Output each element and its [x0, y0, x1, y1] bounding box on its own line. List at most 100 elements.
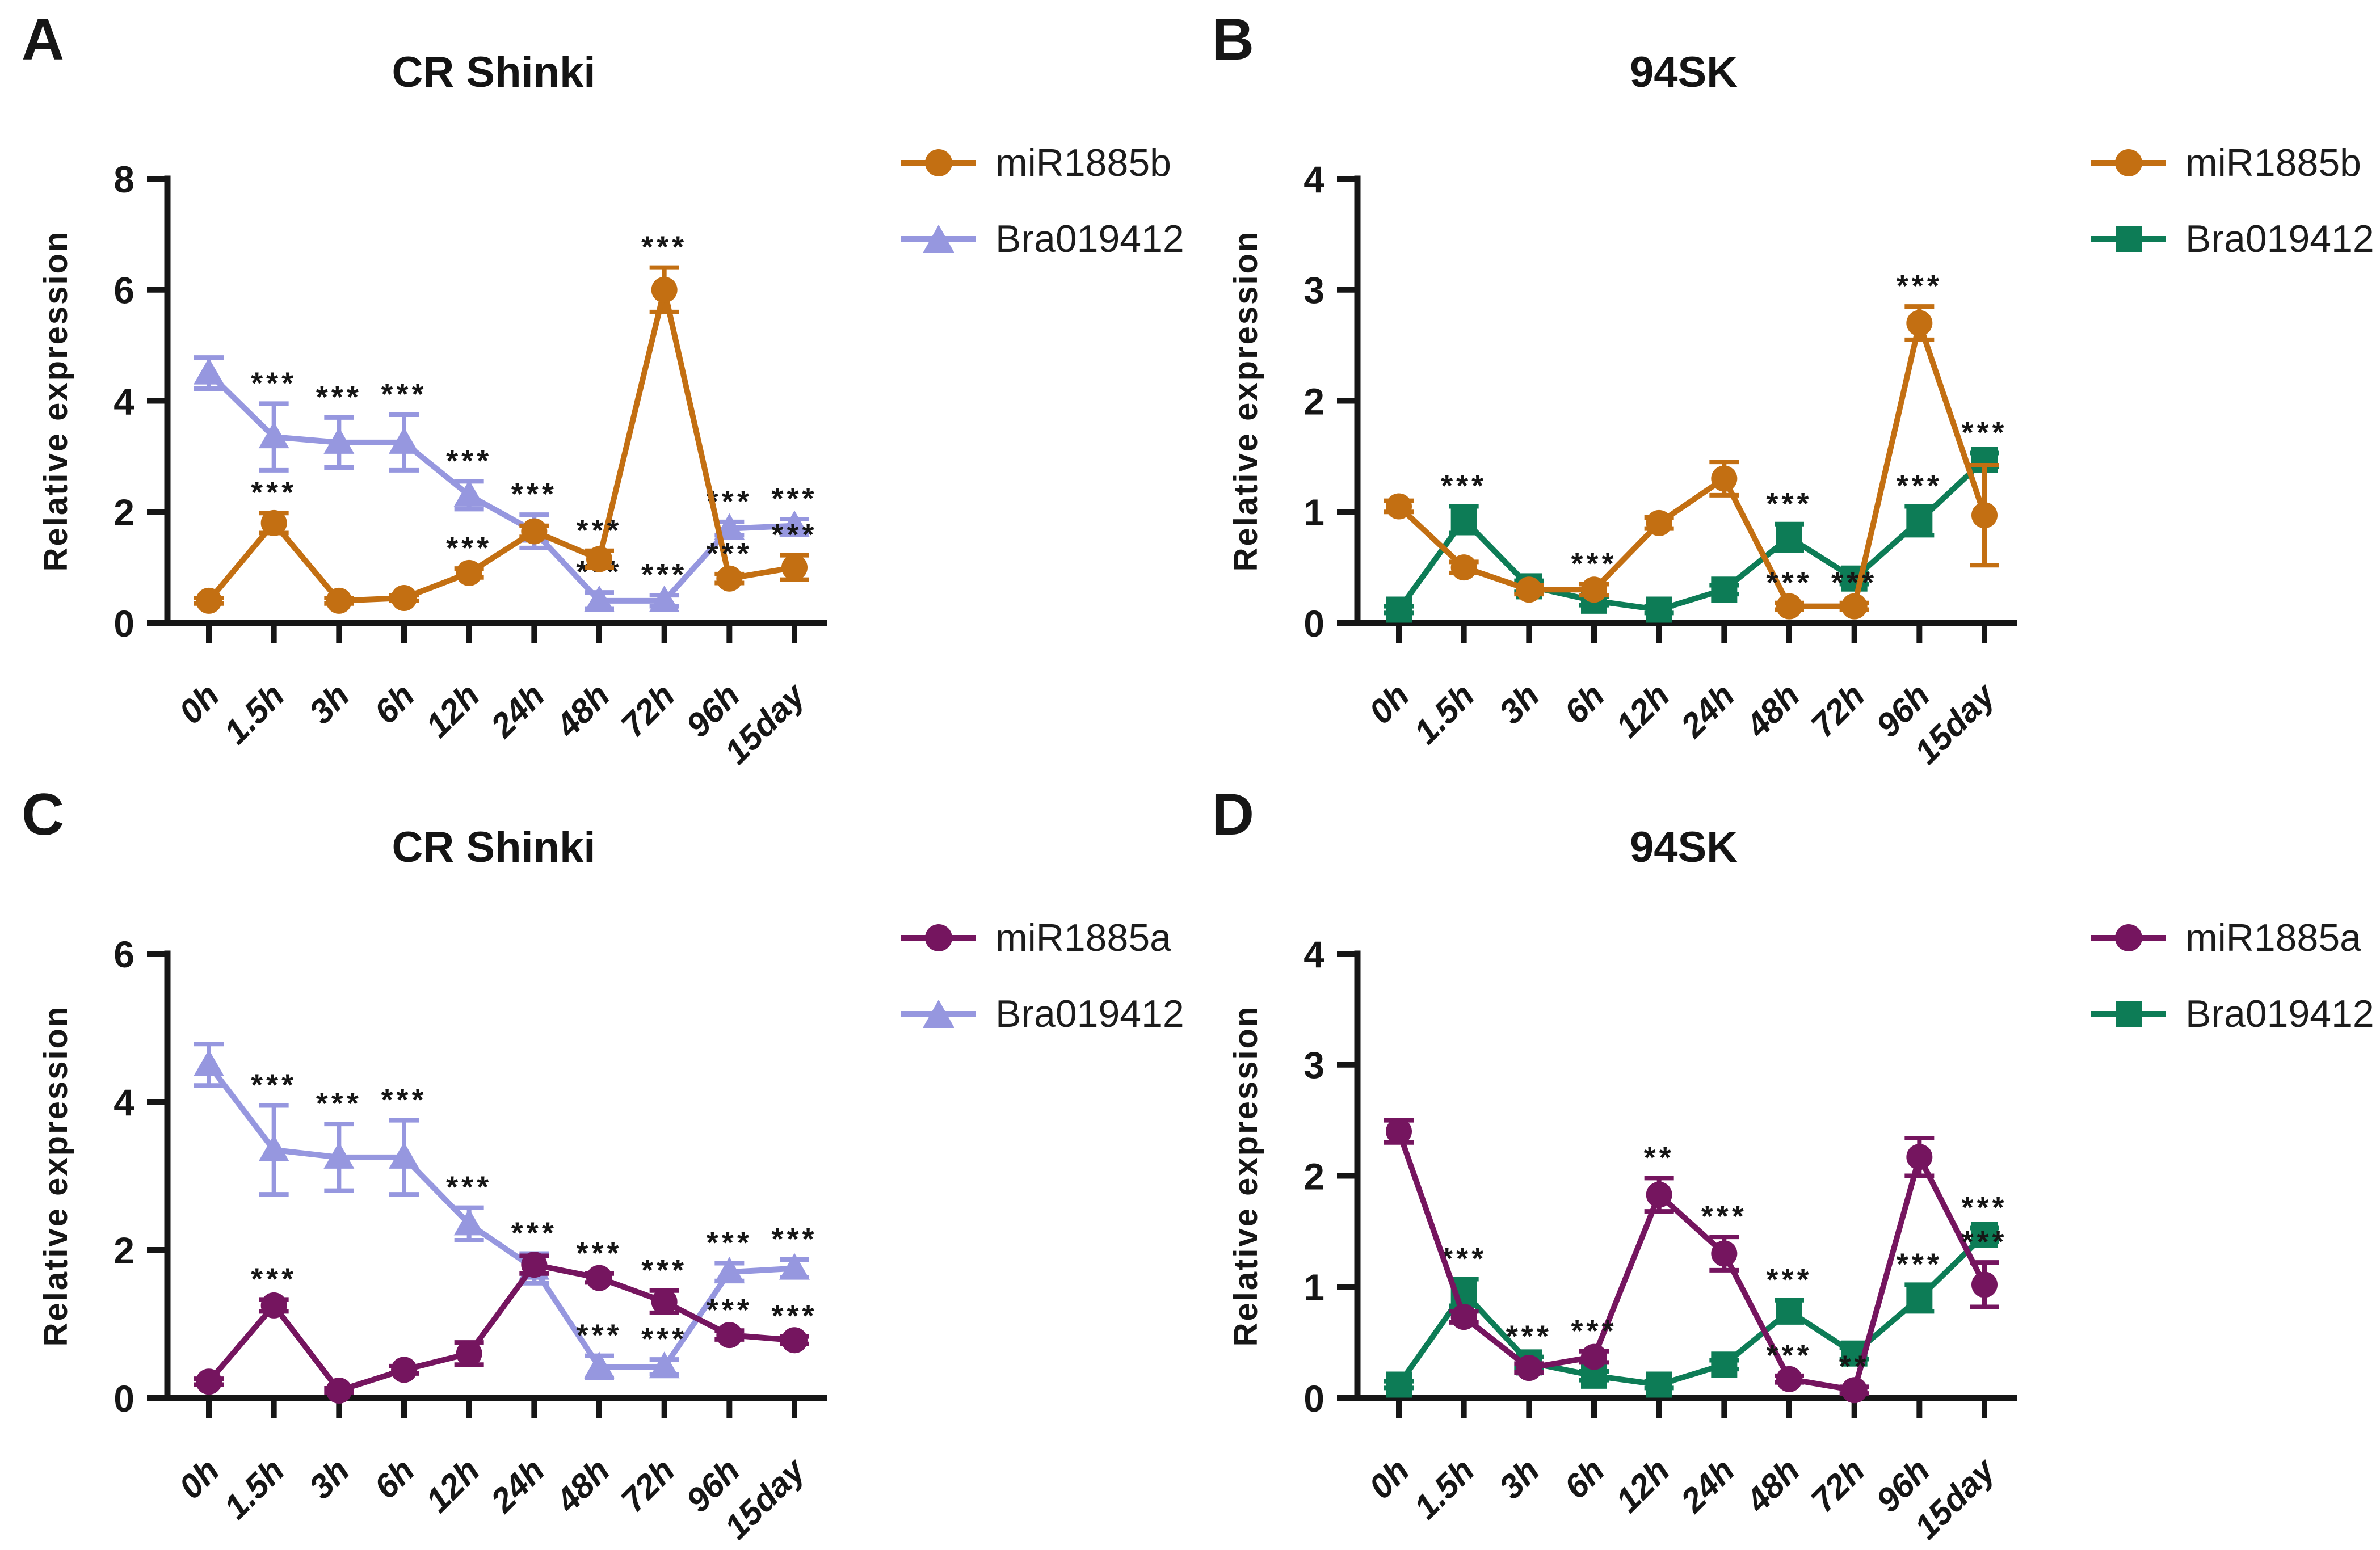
svg-text:0: 0	[1303, 1378, 1324, 1420]
panel-a: A CR Shinki 0 2 4 6 8 0h 1.5h 3h 6h 12h 24h 48h 72h 9…	[0, 0, 1190, 775]
svg-text:3h: 3h	[302, 1451, 357, 1506]
svg-text:1.5h: 1.5h	[217, 676, 292, 751]
svg-text:12h: 12h	[1608, 1451, 1676, 1519]
svg-text:24h: 24h	[1673, 1451, 1742, 1520]
panel-d-title: 94SK	[1629, 823, 1738, 871]
svg-text:2: 2	[113, 491, 134, 533]
panel-d-legend: miR1885a Bra019412	[2091, 916, 2374, 1036]
svg-text:72h: 72h	[1803, 1451, 1872, 1519]
significance-stars: ***	[381, 1083, 427, 1117]
significance-stars: ***	[316, 380, 362, 414]
svg-text:72h: 72h	[613, 1451, 682, 1519]
legend-label: miR1885a	[995, 916, 1171, 959]
panel-b-letter: B	[1212, 7, 1255, 73]
svg-text:12h: 12h	[418, 1451, 486, 1519]
legend-item-mir1885a: miR1885a	[901, 916, 1184, 960]
svg-text:6h: 6h	[1557, 1451, 1612, 1506]
legend-item-mir1885b: miR1885b	[2091, 141, 2374, 185]
series-Bra019412: ********* ******	[1384, 1191, 2007, 1398]
significance-stars: ***	[251, 1262, 297, 1296]
significance-stars: ***	[771, 1222, 817, 1256]
panel-d-letter: D	[1212, 782, 1255, 848]
svg-text:3h: 3h	[1492, 1451, 1547, 1506]
svg-text:4: 4	[113, 1081, 134, 1123]
significance-stars: ***	[1701, 1199, 1747, 1233]
y-axis-ticks: 0 1 2 3 4	[1303, 158, 1357, 645]
panel-b-title: 94SK	[1629, 48, 1738, 96]
significance-stars: ***	[1766, 487, 1812, 521]
significance-stars: ***	[511, 477, 557, 511]
significance-stars: ***	[1571, 546, 1617, 580]
significance-stars: ***	[1831, 566, 1877, 600]
svg-text:2: 2	[113, 1229, 134, 1271]
panel-c-legend: miR1885a Bra019412	[901, 916, 1184, 1036]
svg-text:72h: 72h	[1803, 676, 1872, 744]
panel-b-legend: miR1885b Bra019412	[2091, 141, 2374, 261]
significance-stars: ***	[1897, 469, 1942, 503]
series-miR1885a: *** *** *** *** ***	[194, 1236, 817, 1404]
significance-stars: **	[1644, 1140, 1675, 1174]
bra019412-square-marker-icon	[2091, 999, 2166, 1029]
significance-stars: ***	[1961, 1191, 2007, 1225]
svg-text:3h: 3h	[302, 676, 357, 731]
svg-text:1: 1	[1303, 1266, 1324, 1308]
panel-a-legend: miR1885b Bra019412	[901, 141, 1184, 261]
svg-text:6h: 6h	[367, 1451, 422, 1506]
significance-stars: ***	[446, 1170, 492, 1204]
y-axis-ticks: 0 2 4 6	[113, 933, 167, 1420]
significance-stars: ***	[446, 531, 492, 565]
bra019412-triangle-marker-icon	[901, 999, 976, 1029]
mir1885a-circle-marker-icon	[901, 923, 976, 953]
significance-stars: ***	[446, 444, 492, 478]
mir1885b-circle-marker-icon	[2091, 148, 2166, 178]
legend-item-bra019412: Bra019412	[2091, 217, 2374, 261]
svg-text:48h: 48h	[548, 1451, 617, 1520]
series-miR1885b: *** *** *** *** *** ***	[194, 230, 814, 614]
svg-text:4: 4	[1303, 933, 1324, 975]
significance-stars: ***	[251, 475, 297, 509]
significance-stars: ***	[251, 1068, 297, 1102]
svg-text:3: 3	[1303, 269, 1324, 311]
y-axis-label: Relative expression	[37, 1005, 74, 1347]
significance-stars: ***	[641, 230, 687, 264]
significance-stars: ***	[707, 1225, 752, 1260]
significance-stars: ***	[1897, 269, 1942, 303]
mir1885a-circle-marker-icon	[2091, 923, 2166, 953]
significance-stars: ***	[1961, 416, 2007, 450]
legend-label: Bra019412	[995, 992, 1184, 1035]
series-Bra019412: *** *** *** ***	[1384, 416, 2007, 623]
svg-text:0: 0	[113, 603, 134, 645]
legend-item-bra019412: Bra019412	[901, 217, 1184, 261]
svg-text:48h: 48h	[1738, 676, 1807, 745]
legend-label: Bra019412	[995, 217, 1184, 260]
panel-b: B 94SK 0 1 2 3 4 0h 1.5h 3h 6h 12h 24h 48h 72h 96h 15d…	[1190, 0, 2380, 775]
bra019412-square-marker-icon	[2091, 224, 2166, 254]
significance-stars: ***	[1766, 1263, 1812, 1297]
significance-stars: ***	[1766, 566, 1812, 600]
legend-item-mir1885a: miR1885a	[2091, 916, 2374, 960]
significance-stars: ***	[641, 1253, 687, 1287]
legend-label: Bra019412	[2185, 992, 2374, 1035]
svg-text:4: 4	[113, 380, 134, 422]
y-axis-ticks: 0 1 2 3 4	[1303, 933, 1357, 1420]
svg-text:72h: 72h	[613, 676, 682, 744]
mir1885b-circle-marker-icon	[901, 148, 976, 178]
svg-text:24h: 24h	[483, 676, 552, 745]
significance-stars: ***	[1897, 1247, 1942, 1281]
significance-stars: ***	[316, 1086, 362, 1121]
significance-stars: **	[1839, 1349, 1870, 1383]
significance-stars: ***	[576, 1236, 622, 1270]
svg-text:3h: 3h	[1492, 676, 1547, 731]
svg-text:24h: 24h	[1673, 676, 1742, 745]
panel-a-letter: A	[22, 7, 65, 73]
panel-c-letter: C	[22, 782, 65, 848]
svg-text:3: 3	[1303, 1044, 1324, 1086]
significance-stars: ***	[381, 377, 427, 411]
significance-stars: ***	[771, 1299, 817, 1333]
svg-text:6h: 6h	[367, 676, 422, 731]
svg-text:1.5h: 1.5h	[1407, 1451, 1482, 1526]
